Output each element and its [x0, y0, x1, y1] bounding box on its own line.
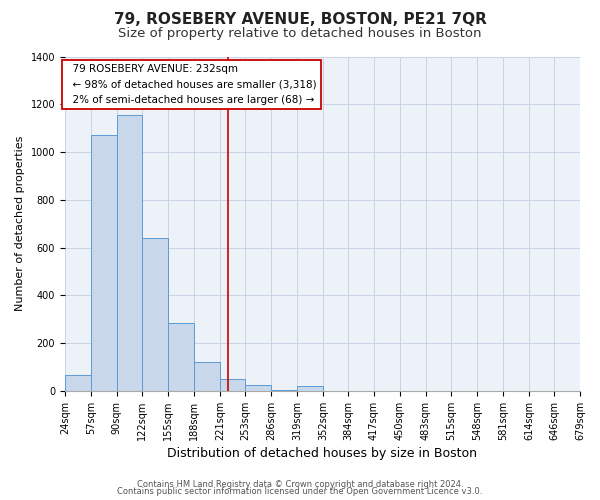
Bar: [245, 385, 271, 391]
Text: 79 ROSEBERY AVENUE: 232sqm
  ← 98% of detached houses are smaller (3,318)
  2% o: 79 ROSEBERY AVENUE: 232sqm ← 98% of deta…: [67, 64, 317, 105]
X-axis label: Distribution of detached houses by size in Boston: Distribution of detached houses by size …: [167, 447, 478, 460]
Bar: [117, 115, 142, 391]
Bar: [91, 136, 117, 391]
Text: Contains public sector information licensed under the Open Government Licence v3: Contains public sector information licen…: [118, 487, 482, 496]
Bar: [168, 323, 194, 391]
Bar: [220, 379, 245, 391]
Bar: [271, 390, 297, 391]
Text: Contains HM Land Registry data © Crown copyright and database right 2024.: Contains HM Land Registry data © Crown c…: [137, 480, 463, 489]
Text: 79, ROSEBERY AVENUE, BOSTON, PE21 7QR: 79, ROSEBERY AVENUE, BOSTON, PE21 7QR: [113, 12, 487, 28]
Bar: [65, 376, 91, 391]
Bar: [142, 238, 168, 391]
Text: Size of property relative to detached houses in Boston: Size of property relative to detached ho…: [118, 28, 482, 40]
Bar: [297, 386, 323, 391]
Y-axis label: Number of detached properties: Number of detached properties: [15, 136, 25, 312]
Bar: [194, 362, 220, 391]
